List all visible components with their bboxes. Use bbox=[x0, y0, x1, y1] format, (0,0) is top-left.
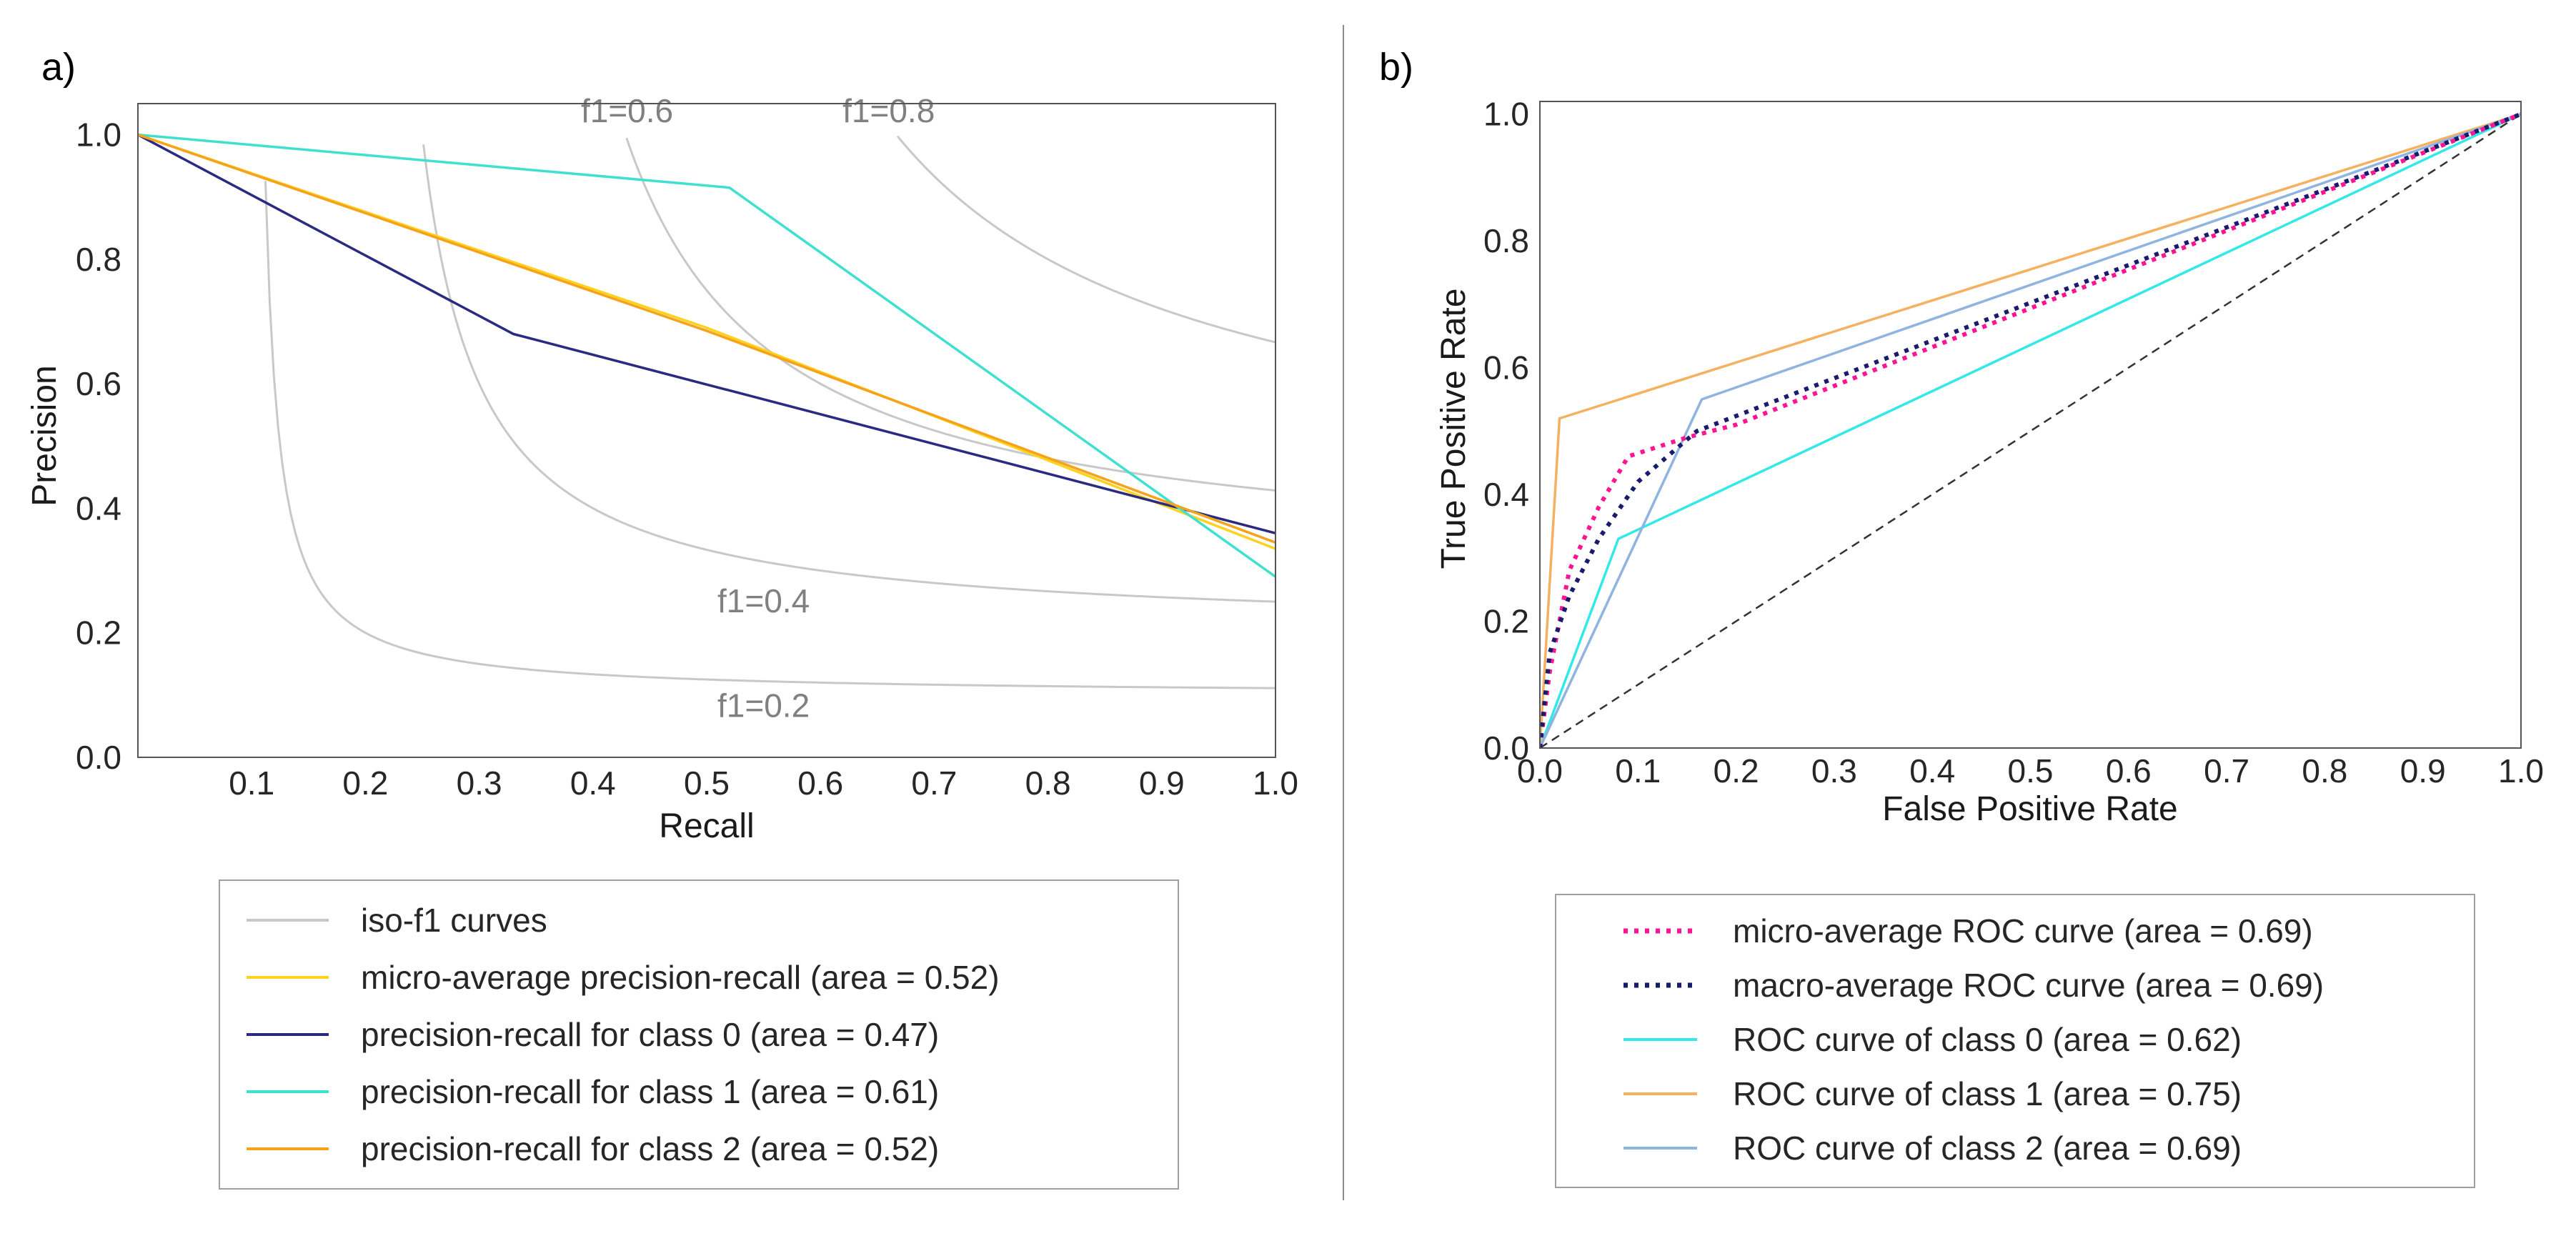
legend-label: precision-recall for class 2 (area = 0.5… bbox=[361, 1130, 939, 1167]
legend-label: precision-recall for class 1 (area = 0.6… bbox=[361, 1073, 939, 1110]
x-tick-label: 0.1 bbox=[229, 764, 274, 802]
x-tick-label: 0.0 bbox=[1517, 752, 1563, 789]
panel-a-legend-box bbox=[219, 879, 1179, 1190]
series-line bbox=[1540, 111, 2521, 748]
y-tick-label: 0.2 bbox=[76, 614, 121, 652]
x-tick-label: 0.5 bbox=[684, 764, 730, 802]
series-line bbox=[1540, 113, 2521, 748]
series-line bbox=[1540, 113, 2521, 748]
chance-line bbox=[1540, 113, 2521, 748]
y-tick-label: 0.2 bbox=[1483, 603, 1529, 640]
legend-label: micro-average ROC curve (area = 0.69) bbox=[1733, 912, 2313, 950]
x-tick-label: 0.5 bbox=[2008, 752, 2054, 789]
y-tick-label: 0.0 bbox=[76, 739, 121, 776]
panel-a: a) f1=0.2 f1=0.4 f1=0.6 f1=0.8 0.1 0.2 0.3 0.4… bbox=[26, 46, 1298, 1190]
panel-b-y-axis-label: True Positive Rate bbox=[1435, 288, 1473, 569]
panel-a-series bbox=[138, 133, 1275, 578]
panel-a-y-ticks: 0.0 0.2 0.4 0.6 0.8 1.0 bbox=[76, 116, 121, 776]
series-line bbox=[1540, 111, 2521, 748]
iso-f1-curve bbox=[264, 181, 1275, 689]
y-tick-label: 0.6 bbox=[1483, 349, 1529, 387]
panel-a-x-axis-label: Recall bbox=[659, 807, 754, 845]
y-tick-label: 0.4 bbox=[76, 489, 121, 527]
y-tick-label: 0.6 bbox=[76, 365, 121, 402]
x-tick-label: 0.7 bbox=[2204, 752, 2249, 789]
legend-label: micro-average precision-recall (area = 0… bbox=[361, 959, 1000, 996]
panel-b-x-ticks: 0.0 0.1 0.2 0.3 0.4 0.5 0.6 0.7 0.8 0.9 1.0 bbox=[1517, 752, 2544, 789]
x-tick-label: 0.8 bbox=[1025, 764, 1071, 802]
y-tick-label: 1.0 bbox=[76, 116, 121, 154]
iso-f1-label: f1=0.2 bbox=[717, 687, 810, 724]
iso-f1-labels: f1=0.2 f1=0.4 f1=0.6 f1=0.8 bbox=[581, 92, 935, 724]
panel-b-plot-frame bbox=[1539, 101, 2522, 749]
iso-f1-label: f1=0.8 bbox=[842, 92, 935, 129]
x-tick-label: 0.8 bbox=[2302, 752, 2347, 789]
series-line bbox=[1540, 113, 2521, 748]
panel-b-label: b) bbox=[1379, 46, 1413, 89]
y-tick-label: 0.0 bbox=[1483, 729, 1529, 767]
panel-b: b) 0.0 0.1 0.2 0.3 0.4 0.5 0.6 0.7 0.8 0.9 1.0 0.0… bbox=[1379, 46, 2544, 1188]
panel-a-plot-frame bbox=[137, 103, 1276, 758]
panel-a-legend: iso-f1 curves micro-average precision-rec… bbox=[219, 879, 1179, 1190]
y-tick-label: 0.8 bbox=[76, 241, 121, 278]
iso-f1-label: f1=0.4 bbox=[717, 582, 810, 619]
panel-b-x-axis-label: False Positive Rate bbox=[1882, 790, 2178, 828]
iso-f1-label: f1=0.6 bbox=[581, 92, 673, 129]
legend-label: precision-recall for class 0 (area = 0.4… bbox=[361, 1016, 939, 1053]
legend-label: ROC curve of class 1 (area = 0.75) bbox=[1733, 1075, 2242, 1112]
x-tick-label: 0.6 bbox=[2106, 752, 2152, 789]
x-tick-label: 1.0 bbox=[2498, 752, 2544, 789]
x-tick-label: 0.4 bbox=[1909, 752, 1955, 789]
x-tick-label: 0.9 bbox=[1139, 764, 1185, 802]
x-tick-label: 0.3 bbox=[1811, 752, 1857, 789]
panel-a-x-ticks: 0.1 0.2 0.3 0.4 0.5 0.6 0.7 0.8 0.9 1.0 bbox=[229, 764, 1298, 802]
x-tick-label: 0.4 bbox=[570, 764, 616, 802]
x-tick-label: 1.0 bbox=[1253, 764, 1298, 802]
legend-label: ROC curve of class 2 (area = 0.69) bbox=[1733, 1130, 2242, 1167]
x-tick-label: 0.9 bbox=[2400, 752, 2446, 789]
panel-a-y-axis-label: Precision bbox=[26, 365, 64, 506]
iso-f1-curve bbox=[625, 137, 1275, 492]
panel-b-series bbox=[1540, 111, 2521, 748]
x-tick-label: 0.7 bbox=[911, 764, 957, 802]
panel-b-y-ticks: 0.0 0.2 0.4 0.6 0.8 1.0 bbox=[1483, 96, 1529, 767]
x-tick-label: 0.2 bbox=[1714, 752, 1759, 789]
legend-label: macro-average ROC curve (area = 0.69) bbox=[1733, 967, 2324, 1004]
x-tick-label: 0.1 bbox=[1615, 752, 1661, 789]
series-line bbox=[138, 133, 1275, 578]
x-tick-label: 0.3 bbox=[457, 764, 502, 802]
iso-f1-curve bbox=[422, 144, 1275, 603]
legend-label: ROC curve of class 0 (area = 0.62) bbox=[1733, 1021, 2242, 1058]
panel-b-legend: micro-average ROC curve (area = 0.69) mac… bbox=[1555, 894, 2475, 1188]
x-tick-label: 0.2 bbox=[342, 764, 388, 802]
y-tick-label: 0.4 bbox=[1483, 476, 1529, 513]
legend-label: iso-f1 curves bbox=[361, 902, 547, 939]
x-tick-label: 0.6 bbox=[797, 764, 843, 802]
y-tick-label: 0.8 bbox=[1483, 222, 1529, 259]
iso-f1-curves bbox=[264, 135, 1275, 689]
y-tick-label: 1.0 bbox=[1483, 96, 1529, 133]
series-line bbox=[138, 133, 1275, 544]
series-line bbox=[138, 134, 1275, 534]
iso-f1-curve bbox=[896, 135, 1275, 344]
panel-a-label: a) bbox=[41, 46, 76, 89]
panel-b-legend-box bbox=[1555, 894, 2475, 1188]
